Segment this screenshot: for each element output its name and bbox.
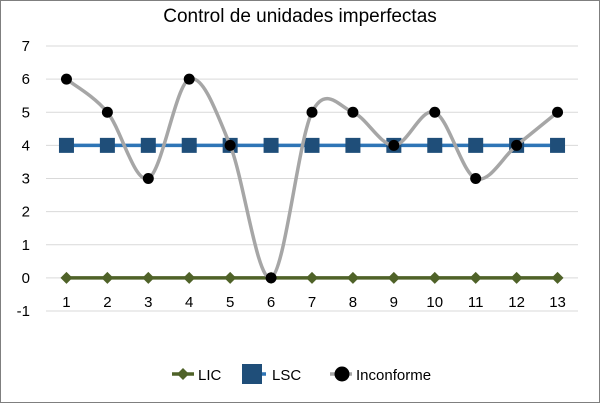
plot-series (58, 73, 566, 284)
x-tick-label: 13 (549, 294, 566, 311)
data-point-lic (387, 271, 400, 284)
x-tick-label: 5 (226, 294, 234, 311)
legend-item-inconforme: Inconforme (330, 366, 431, 384)
legend-marker-lic (177, 368, 189, 380)
legend: LIC LSC Inconforme (172, 364, 431, 384)
y-tick-label: 4 (22, 137, 30, 154)
data-point-lsc (99, 137, 115, 153)
data-point-lic (346, 271, 359, 284)
legend-label-lsc: LSC (272, 367, 301, 384)
legend-label-inconforme: Inconforme (356, 367, 431, 384)
y-tick-label: 1 (22, 237, 30, 254)
data-point-lic (469, 271, 482, 284)
x-tick-label: 1 (62, 294, 70, 311)
data-point-lic (224, 271, 237, 284)
data-point-lsc (58, 137, 74, 153)
x-tick-label: 8 (349, 294, 357, 311)
data-point-lic (60, 271, 73, 284)
data-point-lsc (345, 137, 361, 153)
y-tick-label: 6 (22, 71, 30, 88)
legend-item-lic: LIC (172, 367, 222, 384)
data-point-inconforme (265, 272, 277, 284)
x-tick-label: 12 (508, 294, 525, 311)
y-tick-label: -1 (17, 303, 30, 320)
data-point-inconforme (142, 173, 154, 184)
data-point-inconforme (511, 139, 523, 151)
data-point-inconforme (388, 139, 400, 151)
data-point-inconforme (224, 139, 236, 151)
data-point-lic (510, 271, 523, 284)
data-point-lic (551, 271, 564, 284)
data-point-inconforme (552, 106, 564, 118)
data-point-lic (428, 271, 441, 284)
data-point-lsc (140, 137, 156, 153)
y-tick-label: 0 (22, 270, 30, 287)
data-point-inconforme (101, 106, 113, 118)
gridlines (46, 45, 578, 312)
data-point-lic (183, 271, 196, 284)
x-tick-label: 10 (426, 294, 443, 311)
x-tick-label: 2 (103, 294, 111, 311)
chart-title: Control de unidades imperfectas (163, 6, 437, 27)
data-point-inconforme (306, 106, 318, 118)
legend-marker-inconforme (334, 366, 350, 382)
data-point-inconforme (60, 73, 72, 85)
data-point-lsc (263, 137, 279, 153)
data-point-inconforme (183, 73, 195, 85)
x-axis-tick-labels: 1 2 3 4 5 6 7 8 9 10 11 12 13 (62, 294, 566, 311)
data-point-lsc (427, 137, 443, 153)
y-tick-label: 7 (22, 38, 30, 55)
legend-item-lsc: LSC (242, 364, 301, 384)
series-lsc (58, 137, 566, 153)
x-tick-label: 9 (390, 294, 398, 311)
legend-marker-lsc (242, 364, 262, 384)
data-point-lsc (468, 137, 484, 153)
data-point-lsc (304, 137, 320, 153)
series-lic (60, 271, 564, 284)
x-tick-label: 3 (144, 294, 152, 311)
data-point-lsc (550, 137, 566, 153)
data-point-inconforme (347, 106, 359, 118)
data-point-inconforme (470, 173, 482, 184)
y-axis-tick-labels: 7 6 5 4 3 2 1 0 -1 (17, 38, 30, 320)
x-tick-label: 6 (267, 294, 275, 311)
y-tick-label: 3 (22, 171, 30, 188)
x-tick-label: 4 (185, 294, 193, 311)
data-point-inconforme (429, 106, 441, 118)
data-point-lsc (181, 137, 197, 153)
data-point-lic (142, 271, 155, 284)
x-tick-label: 11 (468, 294, 484, 311)
series-inconforme (60, 73, 564, 284)
y-tick-label: 5 (22, 104, 30, 121)
x-tick-label: 7 (308, 294, 316, 311)
y-tick-label: 2 (22, 204, 30, 221)
legend-label-lic: LIC (198, 367, 222, 384)
data-point-lic (101, 271, 114, 284)
data-point-lic (306, 271, 318, 284)
